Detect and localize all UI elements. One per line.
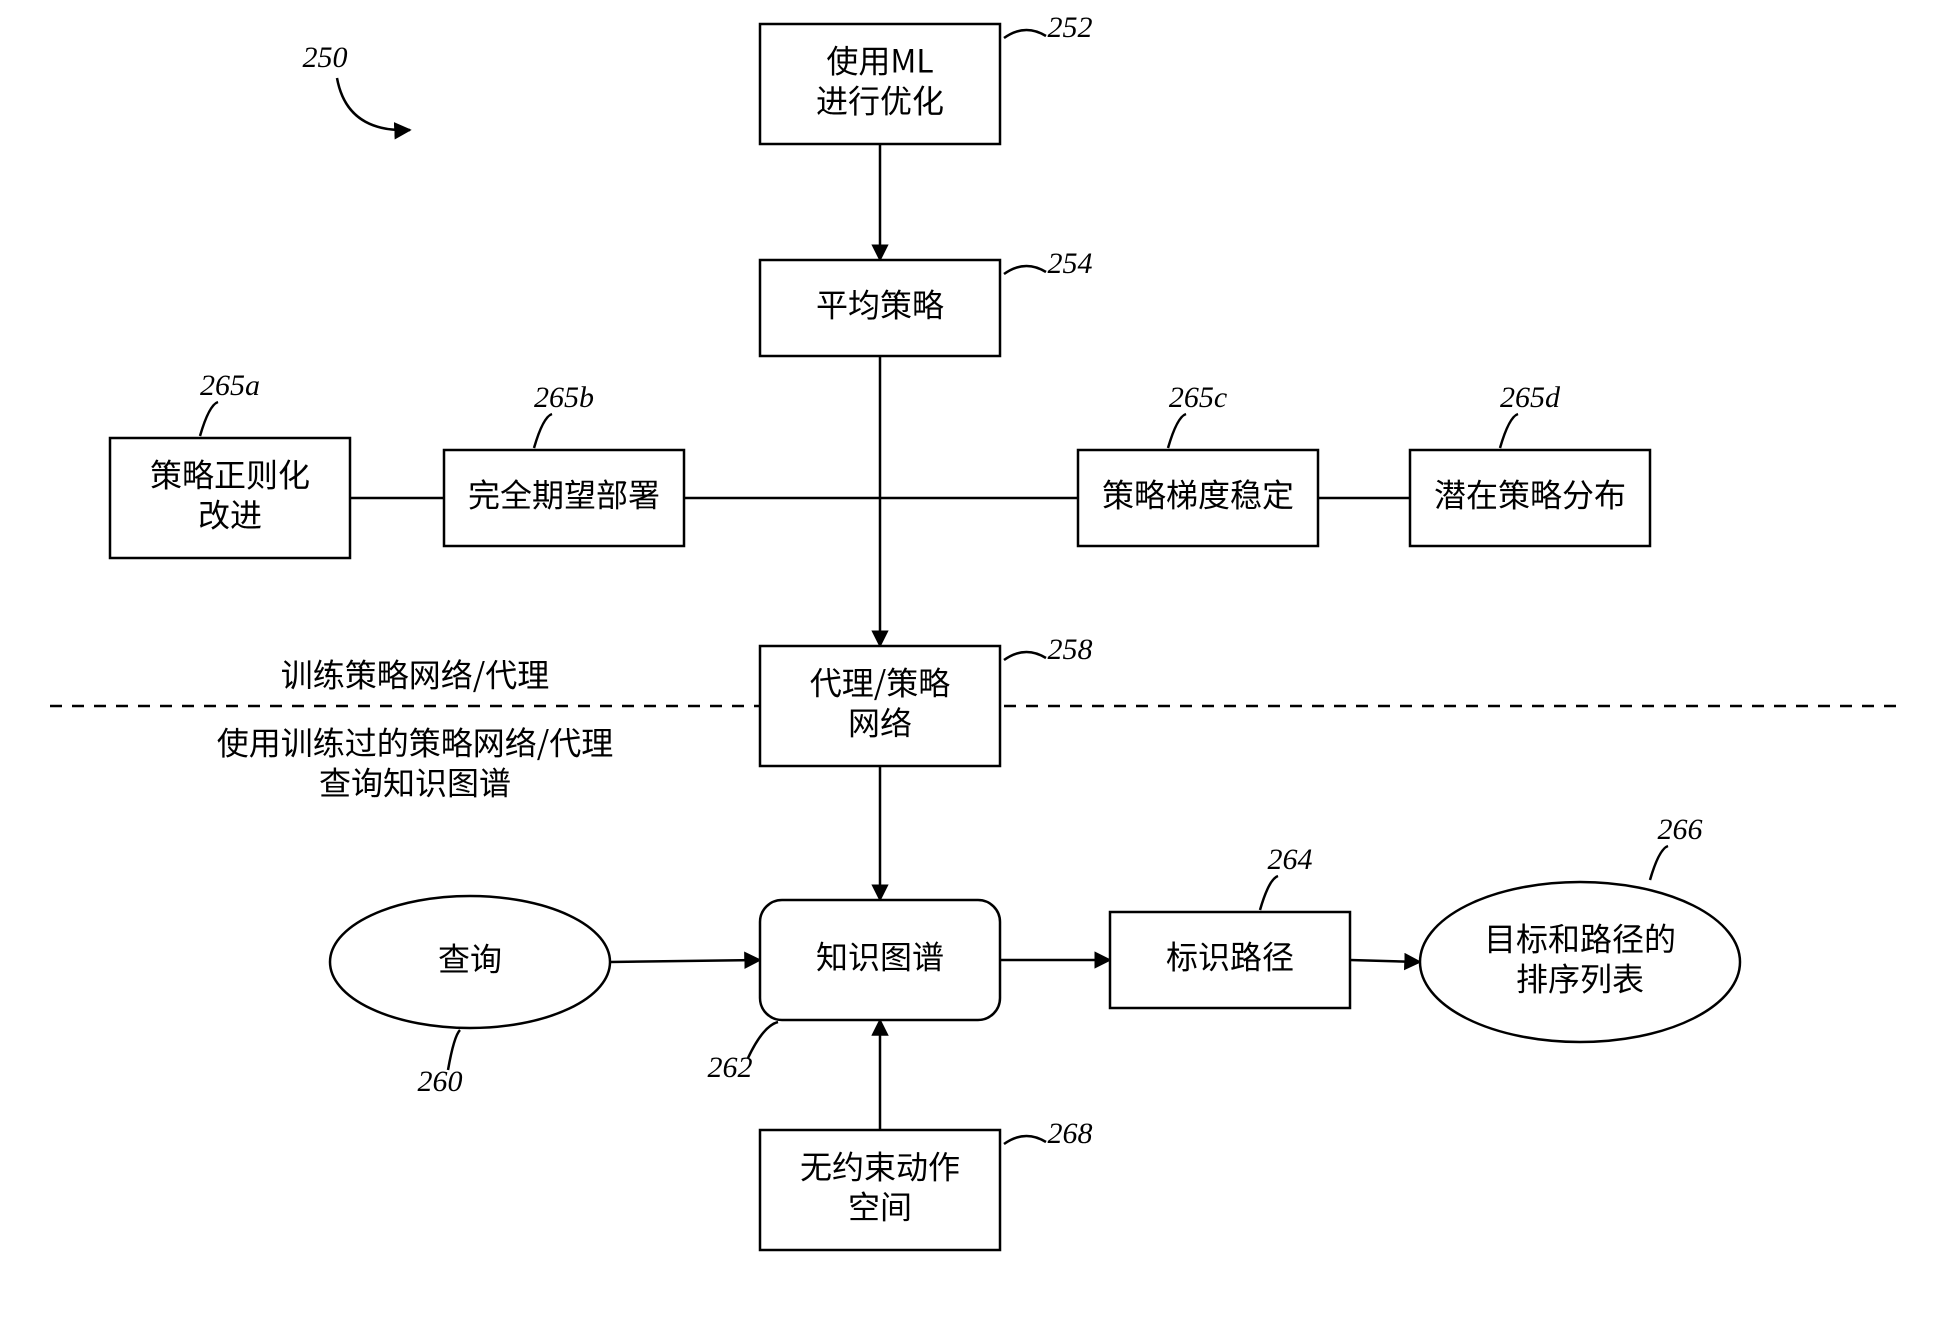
edge: [1350, 960, 1420, 962]
ref-n262: 262: [708, 1051, 753, 1084]
ref-n265d: 265d: [1500, 381, 1561, 414]
node-n258: 代理/策略网络258: [760, 633, 1093, 766]
ref-n260: 260: [418, 1065, 463, 1098]
flowchart-canvas: 训练策略网络/代理使用训练过的策略网络/代理查询知识图谱使用ML进行优化252平…: [0, 0, 1934, 1336]
ref-n258: 258: [1048, 633, 1093, 666]
ref-n265a: 265a: [200, 369, 260, 402]
ref-n252: 252: [1048, 11, 1093, 44]
divider-label-above: 训练策略网络/代理: [281, 651, 550, 697]
ref-n265c: 265c: [1169, 381, 1227, 414]
ref-n266: 266: [1658, 813, 1703, 846]
node-label: 策略梯度稳定: [1102, 471, 1294, 517]
node-label: 改进: [198, 491, 262, 537]
node-n268: 无约束动作空间268: [760, 1117, 1093, 1250]
ref-n264: 264: [1268, 843, 1313, 876]
ref-n254: 254: [1048, 247, 1093, 280]
node-label: 网络: [848, 699, 912, 745]
ref-250: 250: [303, 41, 348, 74]
node-label: 标识路径: [1166, 933, 1294, 979]
node-label: 查询: [438, 935, 502, 981]
node-label: 进行优化: [816, 77, 944, 123]
node-n265a: 策略正则化改进265a: [110, 369, 350, 558]
node-n254: 平均策略 254: [760, 247, 1093, 356]
ref-n265b: 265b: [534, 381, 594, 414]
ref-250-arrow: [337, 78, 410, 130]
node-n264: 标识路径 264: [1110, 843, 1350, 1008]
node-n265d: 潜在策略分布 265d: [1410, 381, 1650, 546]
divider-label-below-2: 查询知识图谱: [319, 759, 511, 805]
node-label: 潜在策略分布: [1434, 471, 1626, 517]
node-label: 空间: [848, 1183, 912, 1229]
node-n252: 使用ML进行优化252: [760, 11, 1093, 144]
node-n265b: 完全期望部署 265b: [444, 381, 684, 546]
node-n266: 目标和路径的排序列表266: [1420, 813, 1740, 1042]
node-label: 知识图谱: [816, 933, 944, 979]
node-n262: 知识图谱 262: [708, 900, 1001, 1084]
node-label: 平均策略: [816, 281, 944, 327]
ref-n268: 268: [1048, 1117, 1093, 1150]
node-n260: 查询 260: [330, 896, 610, 1098]
node-n265c: 策略梯度稳定 265c: [1078, 381, 1318, 546]
node-label: 完全期望部署: [468, 471, 660, 517]
edge: [610, 960, 760, 962]
node-label: 排序列表: [1516, 955, 1644, 1001]
